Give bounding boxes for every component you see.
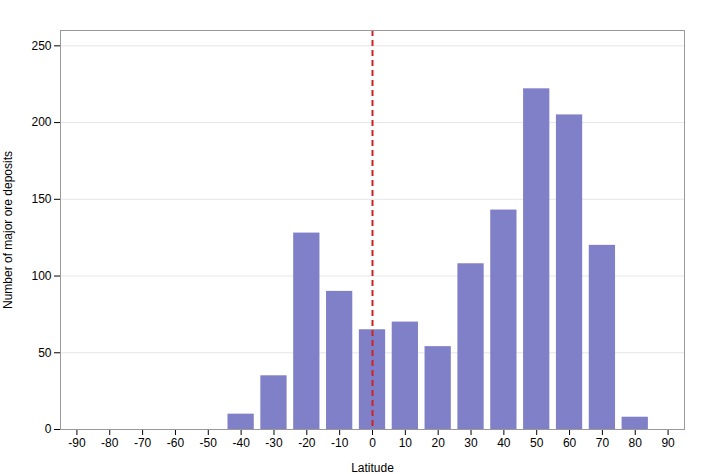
svg-text:-20: -20 <box>298 436 316 450</box>
svg-text:60: 60 <box>563 436 577 450</box>
svg-text:0: 0 <box>369 436 376 450</box>
svg-text:250: 250 <box>31 39 51 53</box>
svg-text:40: 40 <box>497 436 511 450</box>
svg-text:20: 20 <box>432 436 446 450</box>
svg-text:-10: -10 <box>331 436 349 450</box>
svg-text:-70: -70 <box>134 436 152 450</box>
svg-text:-60: -60 <box>167 436 185 450</box>
svg-text:0: 0 <box>45 422 52 436</box>
svg-text:50: 50 <box>38 346 52 360</box>
svg-text:80: 80 <box>629 436 643 450</box>
svg-text:70: 70 <box>596 436 610 450</box>
svg-text:Latitude: Latitude <box>351 461 394 474</box>
svg-text:100: 100 <box>31 269 51 283</box>
svg-text:10: 10 <box>399 436 413 450</box>
svg-text:200: 200 <box>31 115 51 129</box>
svg-text:150: 150 <box>31 192 51 206</box>
svg-text:90: 90 <box>661 436 675 450</box>
svg-text:-40: -40 <box>232 436 250 450</box>
svg-text:30: 30 <box>464 436 478 450</box>
svg-text:50: 50 <box>530 436 544 450</box>
svg-text:-50: -50 <box>200 436 218 450</box>
svg-text:-80: -80 <box>101 436 119 450</box>
svg-text:-30: -30 <box>265 436 283 450</box>
svg-text:-90: -90 <box>68 436 86 450</box>
svg-text:Number of major ore deposits: Number of major ore deposits <box>1 151 15 309</box>
